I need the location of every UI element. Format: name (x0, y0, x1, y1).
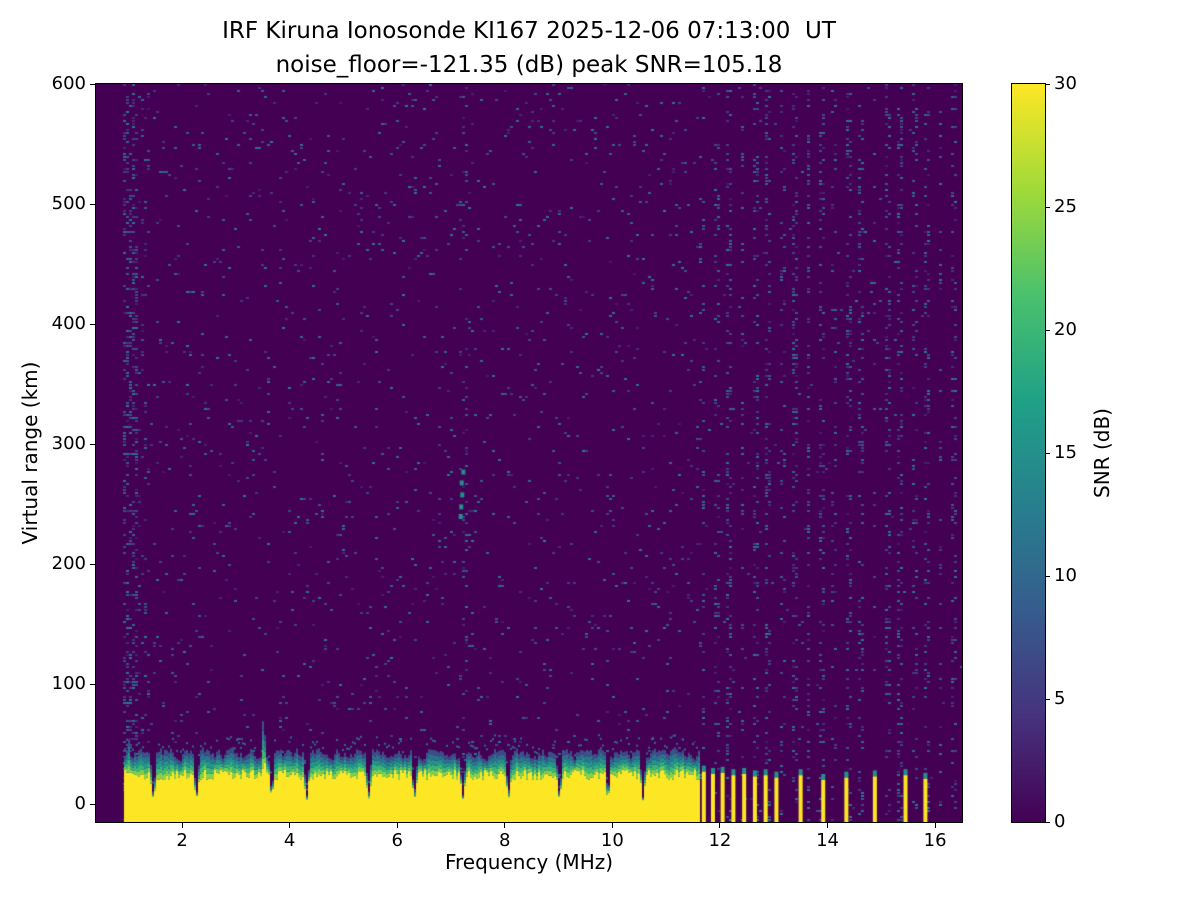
x-axis-label: Frequency (MHz) (444, 850, 614, 874)
colorbar-gradient (1012, 84, 1045, 822)
colorbar-tick-mark (1046, 83, 1050, 85)
ionogram-heatmap (96, 84, 962, 822)
x-tick-label: 6 (391, 830, 403, 851)
colorbar-tick-label: 10 (1054, 565, 1077, 586)
y-tick-label: 0 (74, 793, 86, 814)
x-tick-label: 8 (499, 830, 511, 851)
colorbar-tick-label: 30 (1054, 73, 1077, 94)
y-tick-mark (90, 203, 95, 205)
colorbar-tick-label: 15 (1054, 442, 1077, 463)
chart-title: IRF Kiruna Ionosonde KI167 2025-12-06 07… (222, 18, 836, 44)
colorbar-tick-mark (1046, 452, 1050, 454)
y-tick-label: 400 (51, 313, 86, 334)
y-tick-label: 600 (51, 73, 86, 94)
x-tick-label: 4 (283, 830, 296, 851)
chart-subtitle: noise_floor=-121.35 (dB) peak SNR=105.18 (275, 52, 783, 78)
colorbar-tick-label: 5 (1054, 688, 1066, 709)
colorbar-tick-mark (1046, 821, 1050, 823)
colorbar (1011, 83, 1046, 823)
x-tick-label: 10 (600, 830, 624, 851)
y-tick-mark (90, 323, 95, 325)
colorbar-tick-label: 25 (1054, 196, 1077, 217)
y-tick-label: 300 (51, 433, 86, 454)
colorbar-tick-mark (1046, 698, 1050, 700)
colorbar-tick-mark (1046, 329, 1050, 331)
x-tick-mark (934, 823, 936, 828)
x-tick-mark (181, 823, 183, 828)
x-tick-label: 14 (816, 830, 839, 851)
colorbar-tick-mark (1046, 575, 1050, 577)
y-tick-mark (90, 443, 95, 445)
colorbar-tick-label: 20 (1054, 319, 1077, 340)
y-tick-mark (90, 803, 95, 805)
y-tick-label: 500 (51, 193, 86, 214)
x-tick-label: 12 (708, 830, 732, 851)
y-tick-mark (90, 563, 95, 565)
x-tick-mark (396, 823, 398, 828)
plot-area (95, 83, 963, 823)
x-tick-mark (827, 823, 829, 828)
x-tick-label: 16 (923, 830, 947, 851)
x-tick-mark (719, 823, 721, 828)
y-tick-label: 200 (51, 553, 86, 574)
y-tick-label: 100 (51, 673, 86, 694)
x-tick-mark (289, 823, 291, 828)
x-tick-label: 2 (176, 830, 188, 851)
colorbar-tick-mark (1046, 206, 1050, 208)
y-tick-mark (90, 83, 95, 85)
x-tick-mark (504, 823, 506, 828)
x-tick-mark (611, 823, 613, 828)
colorbar-tick-label: 0 (1054, 811, 1066, 832)
y-tick-mark (90, 683, 95, 685)
